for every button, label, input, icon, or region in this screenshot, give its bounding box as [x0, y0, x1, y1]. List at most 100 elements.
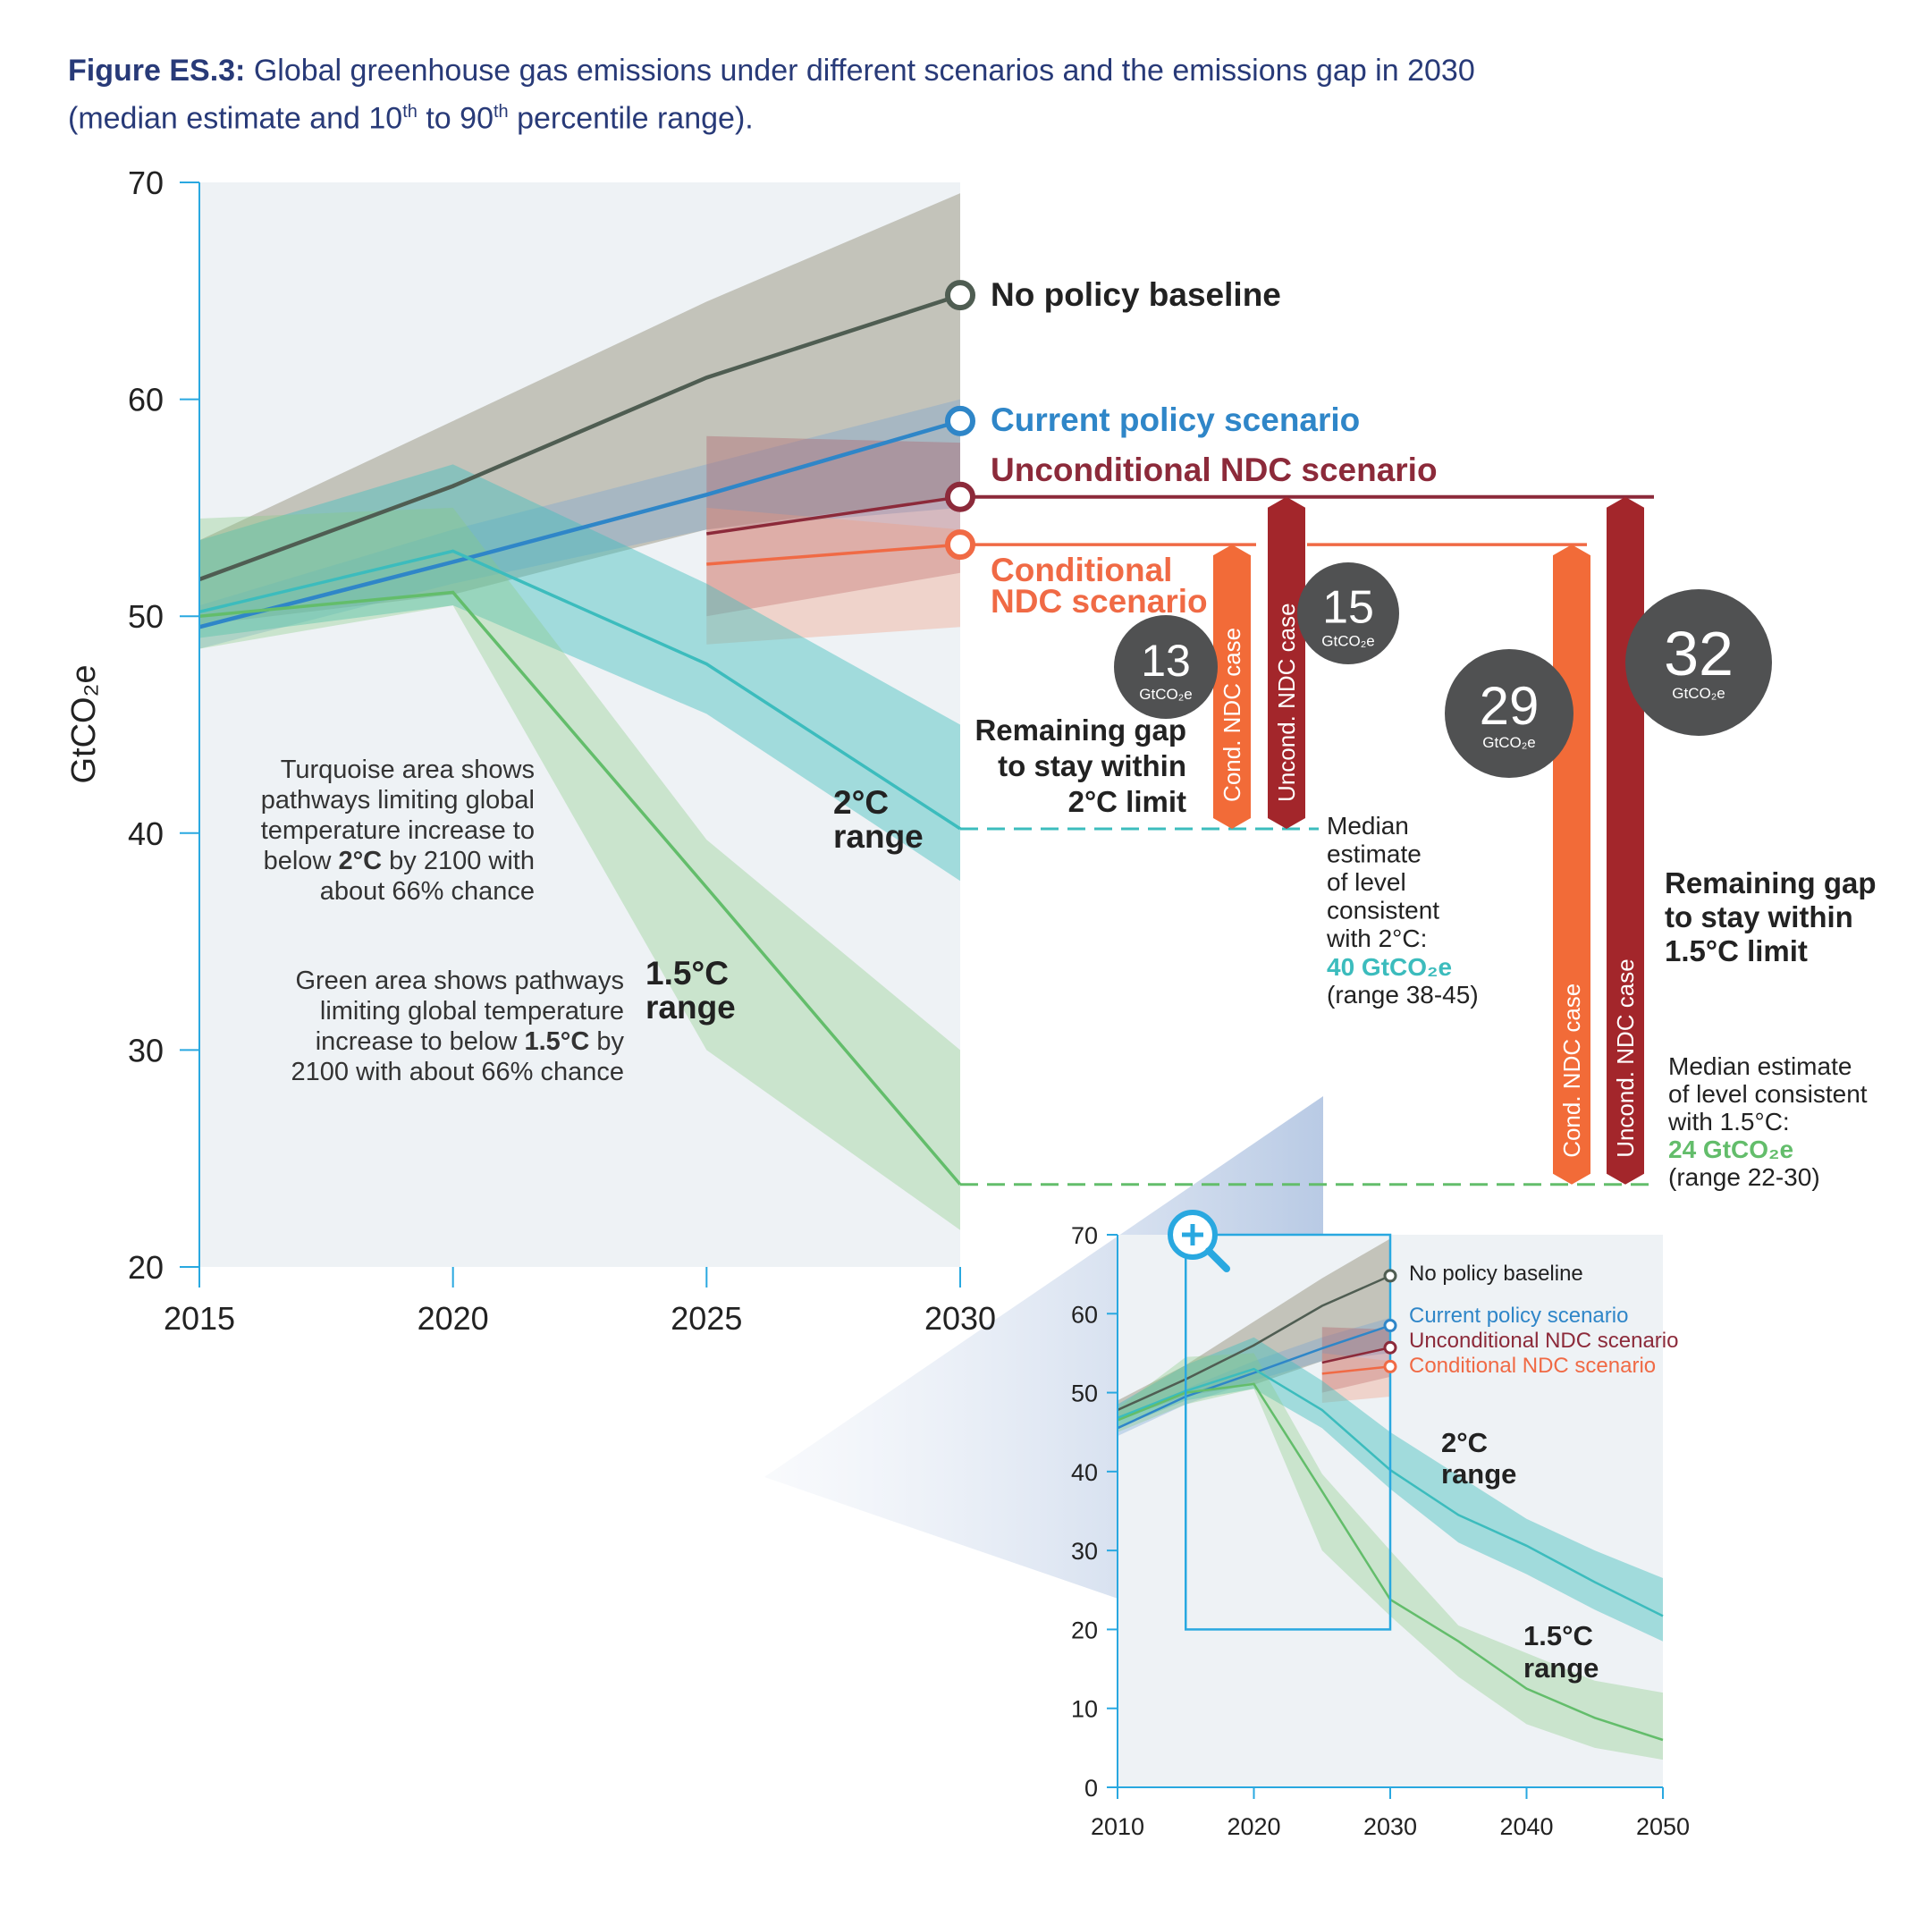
- median-2c-note: consistent: [1327, 897, 1439, 925]
- remaining-gap-2c-label: 2°C limit: [1068, 785, 1186, 818]
- cond-ndc-label: NDC scenario: [991, 583, 1208, 620]
- uncond-ndc-band: [706, 435, 960, 617]
- uncond-ndc-gap-15-bar-label: Uncond. NDC case: [1612, 958, 1639, 1158]
- one-five-c-band: [199, 507, 960, 1230]
- inset-one-five-c-label: 1.5°C: [1523, 1620, 1593, 1651]
- inset-two-c-label: range: [1441, 1458, 1516, 1490]
- remaining-gap-2c-label: to stay within: [998, 749, 1186, 782]
- median-15-value: 24 GtCO₂e: [1668, 1136, 1793, 1163]
- remaining-gap-15-label: 1.5°C limit: [1665, 934, 1808, 967]
- turquoise-note: below 2°C by 2100 with: [264, 847, 535, 875]
- inset-cond-ndc-band: [1321, 1353, 1390, 1403]
- y-tick-label: 70: [128, 165, 164, 201]
- turquoise-note: about 66% chance: [320, 877, 535, 906]
- uncond-ndc-marker: [945, 481, 975, 512]
- gap-bubble-value: 29: [1480, 676, 1540, 736]
- green-note: Green area shows pathways: [295, 967, 624, 995]
- inset-cond-ndc-marker: [1383, 1359, 1397, 1373]
- x-tick-label: 2015: [164, 1300, 235, 1337]
- green-note: limiting global temperature: [320, 997, 624, 1026]
- two-c-band: [199, 464, 960, 882]
- median-2c-range: (range 38-45): [1327, 981, 1479, 1009]
- main-plot-area: [199, 182, 960, 1267]
- gap-bubble-value: 32: [1664, 619, 1734, 688]
- cond-ndc-band: [706, 507, 960, 645]
- figure-title: Figure ES.3: Global greenhouse gas emiss…: [68, 50, 1856, 139]
- remaining-gap-15-label: to stay within: [1665, 900, 1853, 933]
- inset-y-tick-label: 20: [1071, 1617, 1098, 1643]
- inset-y-tick-label: 30: [1071, 1538, 1098, 1565]
- inset-y-tick-label: 0: [1084, 1775, 1098, 1802]
- y-tick-label: 30: [128, 1032, 164, 1068]
- gap-bubble: [1297, 562, 1399, 664]
- current-policy-label: Current policy scenario: [991, 401, 1360, 438]
- inset-y-tick-label: 10: [1071, 1696, 1098, 1723]
- median-2c-value: 40 GtCO₂e: [1327, 953, 1452, 981]
- cond-ndc-gap-15-bar-label: Cond. NDC case: [1558, 984, 1585, 1158]
- title-line1: Global greenhouse gas emissions under di…: [253, 54, 1475, 88]
- inset-x-tick-label: 2010: [1091, 1813, 1144, 1840]
- zoom-box: [1185, 1233, 1392, 1631]
- y-axis-title: GtCO₂e: [65, 665, 103, 784]
- x-tick-label: 2025: [671, 1300, 742, 1337]
- title-line2b: to 90: [417, 101, 494, 136]
- gap-bubble: [1625, 589, 1772, 736]
- x-tick-label: 2030: [924, 1300, 996, 1337]
- median-2c-note: estimate: [1327, 840, 1422, 868]
- inset-two-c-band: [1118, 1337, 1663, 1642]
- gap-bubble: [1445, 649, 1573, 778]
- two-c-label: range: [833, 818, 924, 855]
- cond-ndc-gap-2c-bar-label: Cond. NDC case: [1219, 628, 1245, 802]
- gap-bubble-unit: GtCO₂e: [1139, 686, 1193, 703]
- title-sup2: th: [493, 102, 509, 122]
- inset-no-policy-line: [1117, 1274, 1391, 1412]
- inset-cond-ndc-line: [1321, 1365, 1391, 1375]
- inset-y-tick-label: 70: [1071, 1222, 1098, 1249]
- current-policy-band: [199, 399, 960, 649]
- title-line2a: (median estimate and 10: [68, 101, 403, 136]
- median-2c-note: of level: [1327, 868, 1406, 896]
- inset-x-tick-label: 2030: [1363, 1813, 1417, 1840]
- green-note: 2100 with about 66% chance: [291, 1058, 624, 1086]
- y-tick-label: 20: [128, 1249, 164, 1286]
- cond-ndc-label: Conditional: [991, 552, 1172, 588]
- uncond-ndc-gap-2c-bar: [1268, 496, 1305, 829]
- turquoise-note: Turquoise area shows: [281, 756, 535, 784]
- zoom-in-icon: [1168, 1210, 1230, 1272]
- figure-label: Figure ES.3:: [68, 54, 246, 88]
- no-policy-band: [199, 193, 960, 625]
- title-sup1: th: [402, 102, 418, 122]
- inset-uncond-ndc-marker: [1383, 1340, 1397, 1355]
- gap-bubble-unit: GtCO₂e: [1672, 685, 1725, 702]
- median-15-range: (range 22-30): [1668, 1163, 1820, 1191]
- x-tick-label: 2020: [418, 1300, 489, 1337]
- no-policy-marker: [945, 280, 975, 311]
- median-15-note: with 1.5°C:: [1667, 1108, 1790, 1136]
- inset-current-policy-marker: [1383, 1319, 1397, 1333]
- inset-no-policy-marker: [1383, 1269, 1397, 1283]
- median-15-note: Median estimate: [1668, 1052, 1852, 1080]
- y-tick-label: 60: [128, 382, 164, 418]
- gap-bubble-value: 15: [1322, 581, 1374, 633]
- y-tick-label: 40: [128, 815, 164, 852]
- gap-bubble-value: 13: [1141, 636, 1191, 686]
- cond-ndc-line: [706, 543, 961, 566]
- inset-current-policy-line: [1117, 1324, 1391, 1430]
- inset-uncond-ndc-line: [1321, 1346, 1391, 1364]
- two-c-label: 2°C: [833, 784, 889, 821]
- green-note: increase to below 1.5°C by: [316, 1027, 625, 1056]
- inset-y-tick-label: 50: [1071, 1380, 1098, 1407]
- remaining-gap-15-label: Remaining gap: [1665, 866, 1877, 899]
- turquoise-note: temperature increase to: [261, 816, 535, 845]
- cond-ndc-gap-2c-bar: [1213, 545, 1251, 829]
- gap-bubble-unit: GtCO₂e: [1321, 632, 1375, 649]
- inset-one-five-c-label: range: [1523, 1652, 1599, 1684]
- inset-x-tick-label: 2050: [1636, 1813, 1690, 1840]
- remaining-gap-2c-label: Remaining gap: [974, 713, 1186, 747]
- median-2c-note: Median: [1327, 812, 1409, 840]
- gap-bubble-unit: GtCO₂e: [1482, 734, 1536, 751]
- inset-uncond-ndc-label: Unconditional NDC scenario: [1409, 1329, 1678, 1353]
- inset-cond-ndc-label: Conditional NDC scenario: [1409, 1354, 1656, 1378]
- no-policy-line: [198, 293, 961, 582]
